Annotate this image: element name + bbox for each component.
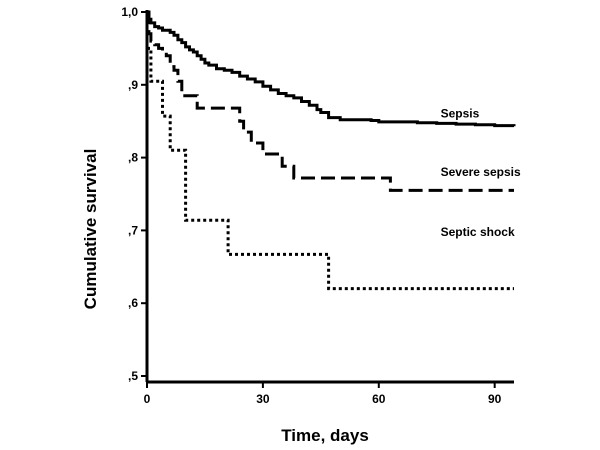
series-line-septic-shock <box>147 46 514 291</box>
x-tick-label: 90 <box>488 392 502 406</box>
series-label-sepsis: Sepsis <box>441 107 480 121</box>
x-tick-label: 60 <box>372 392 386 406</box>
series-label-severe-sepsis: Severe sepsis <box>441 165 521 179</box>
y-tick-label: ,7 <box>128 223 138 237</box>
y-tick-label: ,9 <box>128 78 138 92</box>
x-axis-title: Time, days <box>281 426 369 445</box>
y-tick-label: 1,0 <box>121 5 138 19</box>
y-axis-title: Cumulative survival <box>81 149 100 310</box>
plot-area: ,5 ,6 ,7 ,8 ,9 1,0 0 30 60 90 Sepsis Severe sepsis S… <box>121 5 521 406</box>
y-tick-label: ,8 <box>128 151 138 165</box>
series-label-septic-shock: Septic shock <box>441 225 515 239</box>
y-tick-label: ,6 <box>128 296 138 310</box>
series-line-sepsis <box>147 10 516 128</box>
x-tick-label: 0 <box>144 392 151 406</box>
series-line-severe-sepsis <box>147 10 514 192</box>
x-tick-label: 30 <box>256 392 270 406</box>
y-tick-label: ,5 <box>128 369 138 383</box>
